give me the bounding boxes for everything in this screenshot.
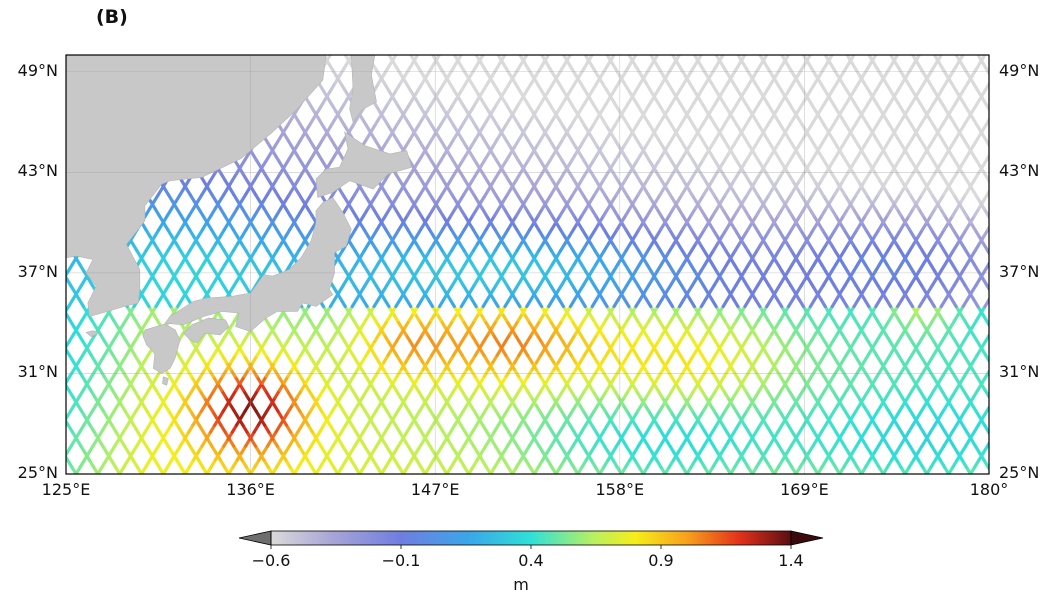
map-frame: [65, 54, 990, 475]
graticule: [66, 55, 989, 474]
lon-tick-label: 158°E: [595, 480, 645, 499]
satellite-track: [823, 55, 989, 328]
satellite-track: [314, 55, 572, 474]
satellite-track: [816, 188, 989, 474]
satellite-track: [489, 55, 747, 474]
colorbar-tick-label: 1.4: [778, 551, 804, 570]
satellite-track: [66, 382, 122, 474]
lat-tick-label-right: 25°N: [999, 463, 1040, 482]
lat-tick-label-left: 43°N: [17, 161, 58, 181]
lat-tick-label-left: 49°N: [17, 60, 58, 80]
land-layer: [66, 55, 413, 386]
satellite-track: [903, 332, 989, 474]
satellite-track: [714, 55, 973, 474]
satellite-track: [358, 55, 616, 474]
satellite-track: [249, 55, 507, 474]
colorbar-extend-max-arrow: [790, 530, 824, 546]
lat-tick-label-right: 43°N: [999, 161, 1040, 181]
satellite-track: [139, 55, 398, 474]
satellite-track: [627, 55, 885, 474]
satellite-track: [445, 55, 703, 474]
satellite-track: [728, 55, 987, 474]
land-honshu: [164, 197, 352, 332]
lat-tick-label-right: 49°N: [999, 60, 1040, 80]
panel-label: (B): [96, 6, 128, 28]
colorbar-tick-label: 0.4: [518, 551, 544, 570]
colorbar-tick-label: −0.1: [381, 551, 421, 570]
satellite-track: [423, 55, 682, 474]
satellite-track: [161, 55, 420, 474]
satellite-track: [801, 55, 989, 364]
satellite-track: [772, 116, 989, 474]
satellite-track: [750, 80, 989, 474]
lon-tick-label: 169°E: [780, 480, 829, 499]
satellite-track: [576, 55, 834, 474]
lat-tick-label-left: 25°N: [17, 463, 58, 482]
satellite-track: [859, 260, 989, 474]
colorbar-tick-label: 0.9: [648, 551, 674, 570]
satellite-track: [336, 55, 594, 474]
colorbar-extend-min-arrow: [238, 530, 272, 546]
lon-tick-label: 136°E: [226, 480, 275, 499]
land-tanegashima: [162, 376, 169, 386]
satellite-track: [532, 55, 791, 474]
colorbar-unit-label: m: [513, 575, 529, 594]
lon-tick-label: 125°E: [41, 480, 91, 499]
lon-tick-label: 147°E: [410, 480, 460, 499]
satellite-track: [663, 55, 922, 474]
satellite-track: [66, 418, 100, 474]
satellite-track: [881, 296, 989, 474]
lat-tick-label-right: 31°N: [999, 362, 1040, 382]
land-kyushu: [142, 323, 181, 374]
satellite-track: [692, 55, 951, 474]
lon-tick-label: 180°: [969, 480, 1009, 499]
lat-tick-label-left: 31°N: [17, 362, 58, 382]
satellite-track: [968, 440, 989, 474]
lat-tick-label-left: 37°N: [17, 261, 58, 281]
lat-tick-label-right: 37°N: [999, 261, 1040, 281]
satellite-track: [794, 152, 989, 474]
land-shikoku: [183, 317, 230, 344]
colorbar: [238, 530, 824, 549]
colorbar-gradient: [271, 531, 791, 545]
satellite-track: [496, 55, 755, 474]
satellite-track: [227, 55, 485, 474]
satellite-track: [270, 55, 529, 474]
colorbar-tick-label: −0.6: [251, 551, 291, 570]
satellite-track: [583, 55, 842, 474]
satellite-track: [510, 55, 769, 474]
satellite-track: [619, 55, 878, 474]
satellite-track: [925, 368, 989, 474]
satellite-track: [685, 55, 943, 474]
land-jeju: [85, 330, 100, 337]
satellite-track: [867, 55, 989, 256]
satellite-track: [467, 55, 725, 474]
satellite-track: [947, 404, 989, 474]
satellite-track: [379, 55, 638, 474]
satellite-track: [292, 55, 551, 474]
land-hokkaido: [315, 131, 413, 198]
satellite-track: [598, 55, 856, 474]
